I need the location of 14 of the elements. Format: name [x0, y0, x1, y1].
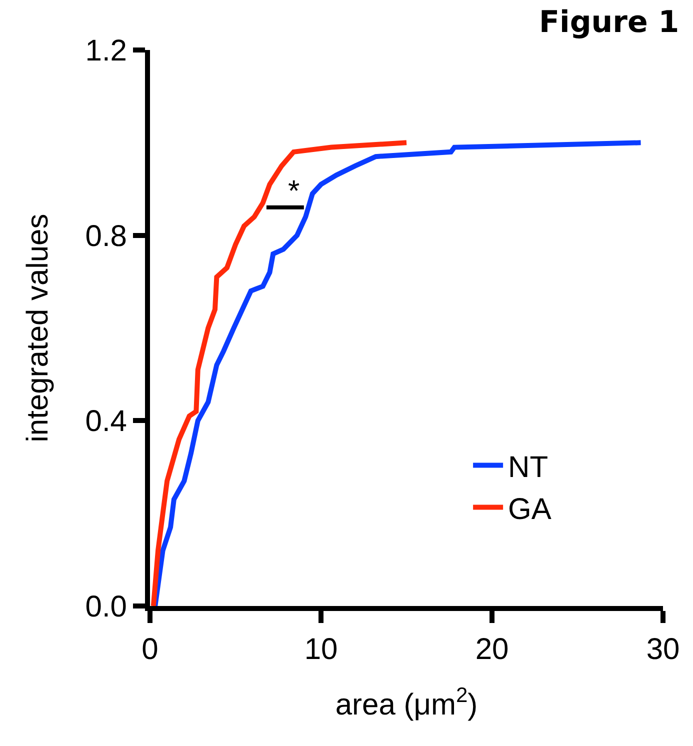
y-tick-label: 0.0: [85, 590, 127, 624]
y-tick-label: 0.4: [85, 405, 127, 438]
annotation: *: [288, 175, 300, 208]
x-tick-label: 30: [646, 633, 680, 666]
y-tick-label: 0.8: [85, 220, 127, 253]
y-tick-label: 1.2: [85, 34, 127, 68]
x-tick-label: 10: [304, 633, 338, 666]
x-tick-label: 0: [142, 633, 158, 666]
legend-label: NT: [508, 450, 548, 484]
x-tick-label: 20: [475, 633, 509, 666]
chart-title: Figure 1: [539, 5, 680, 40]
legend-label: GA: [508, 492, 552, 526]
y-axis-title: integrated values: [21, 214, 54, 442]
x-axis-title: area (μm$^{2}$): [335, 684, 478, 722]
